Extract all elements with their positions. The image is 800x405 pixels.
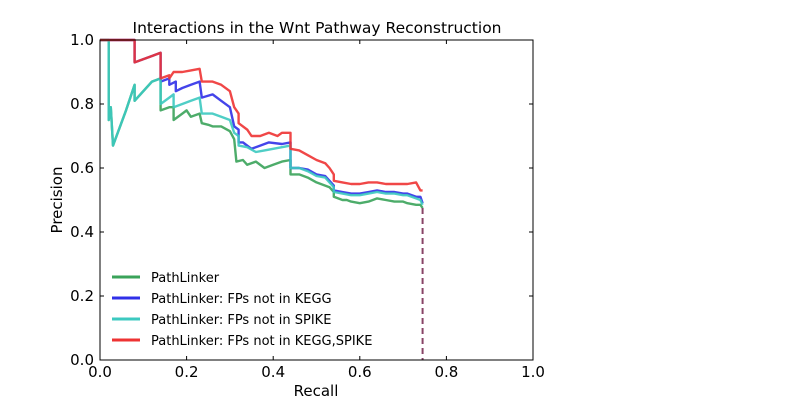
plot-area [99,38,534,361]
x-tick-label: 0.6 [348,363,372,381]
y-tick-label: 0.6 [70,159,94,177]
x-tick-label: 0.2 [175,363,199,381]
tick-marks [99,39,534,361]
series-line-3 [100,38,424,206]
y-tick-label: 0.0 [70,351,94,369]
chart-title: Interactions in the Wnt Pathway Reconstr… [133,19,502,37]
legend-label-1: PathLinker [151,271,220,286]
y-tick-label: 0.8 [70,95,94,113]
series-lines [100,38,424,209]
plot-background [100,40,533,360]
y-tick-label: 0.4 [70,223,94,241]
x-tick-label: 0.0 [88,363,112,381]
plot-frame [99,39,534,361]
legend-label-4: PathLinker: FPs not in KEGG,SPIKE [151,334,372,349]
x-axis-label: Recall [294,382,339,400]
series-line-2 [100,38,424,204]
y-tick-label: 0.2 [70,287,94,305]
legend-label-2: PathLinker: FPs not in KEGG [151,292,332,307]
series-line-4 [100,38,423,192]
x-tick-label: 1.0 [521,363,545,381]
y-tick-label: 1.0 [70,31,94,49]
legend: PathLinker PathLinker: FPs not in KEGG Pat… [112,271,372,349]
x-tick-label: 0.4 [261,363,285,381]
y-tick-labels: 0.0 0.2 0.4 0.6 0.8 1.0 [70,31,94,369]
x-tick-labels: 0.0 0.2 0.4 0.6 0.8 1.0 [88,363,545,381]
y-axis-label: Precision [48,167,66,234]
x-tick-label: 0.8 [434,363,458,381]
legend-label-3: PathLinker: FPs not in SPIKE [151,313,331,328]
